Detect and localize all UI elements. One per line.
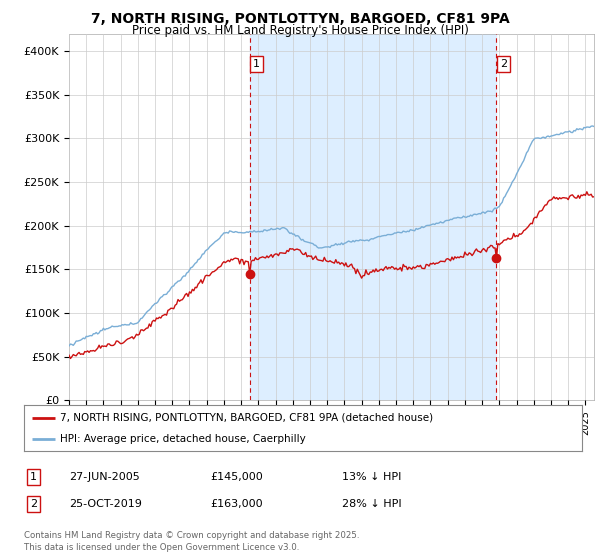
Text: 7, NORTH RISING, PONTLOTTYN, BARGOED, CF81 9PA: 7, NORTH RISING, PONTLOTTYN, BARGOED, CF… [91, 12, 509, 26]
Text: 25-OCT-2019: 25-OCT-2019 [69, 499, 142, 509]
Text: £145,000: £145,000 [210, 472, 263, 482]
Bar [250, 34, 496, 400]
Text: 27-JUN-2005: 27-JUN-2005 [69, 472, 140, 482]
Text: Price paid vs. HM Land Registry's House Price Index (HPI): Price paid vs. HM Land Registry's House … [131, 24, 469, 36]
Text: Contains HM Land Registry data © Crown copyright and database right 2025.
This d: Contains HM Land Registry data © Crown c… [24, 531, 359, 552]
Text: 28% ↓ HPI: 28% ↓ HPI [342, 499, 401, 509]
Text: £163,000: £163,000 [210, 499, 263, 509]
Text: 7, NORTH RISING, PONTLOTTYN, BARGOED, CF81 9PA (detached house): 7, NORTH RISING, PONTLOTTYN, BARGOED, CF… [60, 413, 433, 423]
Text: 13% ↓ HPI: 13% ↓ HPI [342, 472, 401, 482]
Text: 1: 1 [253, 59, 260, 69]
Text: 2: 2 [500, 59, 507, 69]
Text: 1: 1 [30, 472, 37, 482]
Text: HPI: Average price, detached house, Caerphilly: HPI: Average price, detached house, Caer… [60, 435, 306, 444]
Text: 2: 2 [30, 499, 37, 509]
